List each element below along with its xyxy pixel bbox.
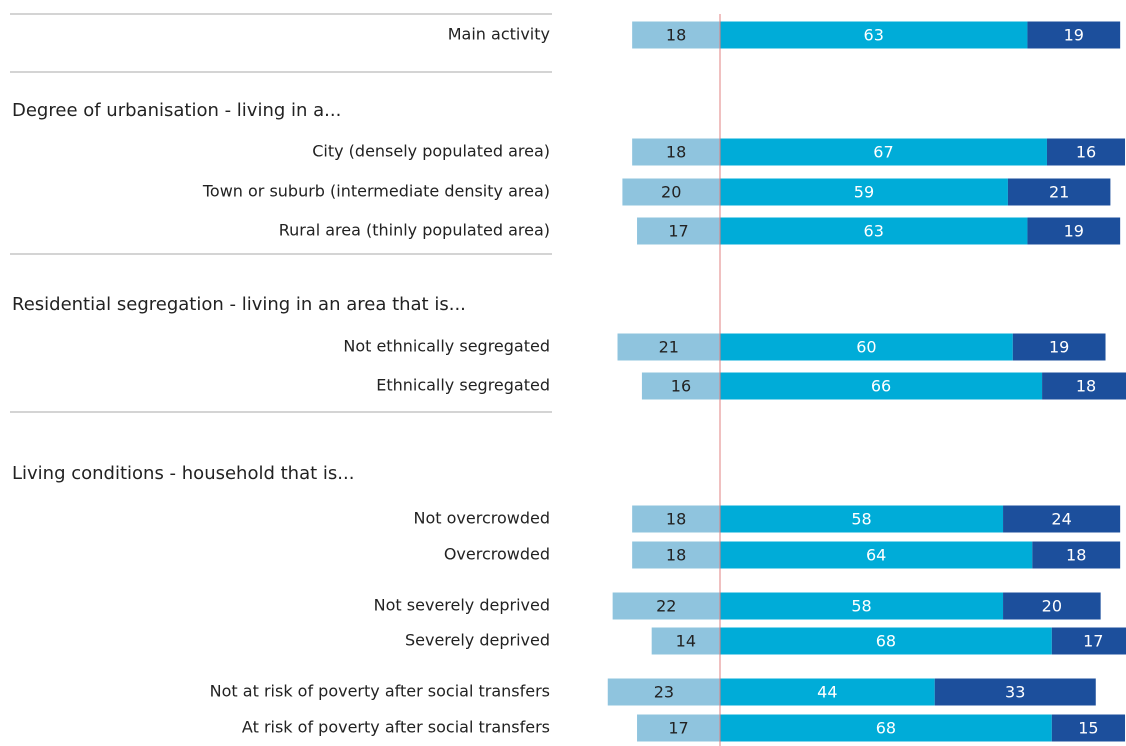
bar-segment	[720, 21, 1028, 49]
bar-segment	[1051, 627, 1126, 655]
value-label: 18	[666, 26, 686, 45]
bar-segment	[637, 714, 720, 742]
bar-segment	[632, 138, 720, 166]
category-label: Rural area (thinly populated area)	[279, 221, 550, 240]
bar-segment	[622, 178, 720, 206]
bar-segment	[1003, 505, 1121, 533]
category-label: Main activity	[448, 25, 550, 44]
bar-segment	[720, 592, 1004, 620]
value-label: 64	[866, 546, 886, 565]
bar-segment	[612, 592, 720, 620]
bar-segment	[720, 678, 935, 706]
value-label: 19	[1064, 26, 1084, 45]
category-label: At risk of poverty after social transfer…	[242, 718, 550, 737]
category-label: City (densely populated area)	[312, 142, 550, 161]
value-label: 19	[1064, 222, 1084, 241]
bar-segment	[720, 178, 1008, 206]
bar-segment	[632, 21, 720, 49]
value-label: 19	[1049, 338, 1069, 357]
category-label: Not overcrowded	[414, 509, 551, 528]
bar-segment	[1003, 592, 1101, 620]
bar-segment	[1027, 217, 1121, 245]
value-label: 63	[864, 222, 884, 241]
value-label: 21	[659, 338, 679, 357]
value-label: 18	[666, 510, 686, 529]
value-label: 24	[1051, 510, 1071, 529]
bar-segment	[1007, 178, 1111, 206]
value-label: 68	[876, 719, 896, 738]
value-label: 58	[851, 597, 871, 616]
value-label: 15	[1078, 719, 1098, 738]
value-label: 16	[1076, 143, 1096, 162]
bar-segment	[720, 541, 1033, 569]
bar-segment	[720, 714, 1052, 742]
value-label: 21	[1049, 183, 1069, 202]
bar-segment	[607, 678, 720, 706]
value-label: 58	[851, 510, 871, 529]
bar-segment	[1042, 372, 1126, 400]
category-label: Severely deprived	[405, 631, 550, 650]
bar-segment	[632, 505, 720, 533]
bar-segment	[720, 333, 1013, 361]
bar-segment	[720, 505, 1004, 533]
value-label: 33	[1005, 683, 1025, 702]
bar-segment	[720, 217, 1028, 245]
category-label: Not severely deprived	[374, 596, 550, 615]
category-label: Not at risk of poverty after social tran…	[210, 682, 550, 701]
bar-segment	[617, 333, 720, 361]
value-label: 23	[654, 683, 674, 702]
value-label: 17	[668, 719, 688, 738]
group-label: Living conditions - household that is...	[12, 463, 354, 484]
category-label: Town or suburb (intermediate density are…	[202, 182, 550, 201]
group-label: Residential segregation - living in an a…	[12, 294, 466, 315]
category-label: Not ethnically segregated	[343, 337, 550, 356]
category-label: Overcrowded	[444, 545, 550, 564]
value-label: 17	[668, 222, 688, 241]
category-label: Ethnically segregated	[376, 376, 550, 395]
bar-segment	[1051, 714, 1126, 742]
bar-segment	[720, 627, 1052, 655]
value-label: 17	[1083, 632, 1103, 651]
value-label: 22	[656, 597, 676, 616]
value-label: 18	[666, 546, 686, 565]
bar-segment	[720, 372, 1043, 400]
bar-segment	[651, 627, 720, 655]
value-label: 63	[864, 26, 884, 45]
value-label: 59	[854, 183, 874, 202]
value-label: 18	[1066, 546, 1086, 565]
bar-segment	[632, 541, 720, 569]
value-label: 16	[671, 377, 691, 396]
bar-segment	[637, 217, 720, 245]
value-label: 60	[856, 338, 876, 357]
bar-segment	[641, 372, 720, 400]
value-label: 66	[871, 377, 891, 396]
value-label: 20	[1042, 597, 1062, 616]
bar-segment	[934, 678, 1096, 706]
value-label: 14	[676, 632, 696, 651]
bar-segment	[1046, 138, 1126, 166]
bar-segment	[1027, 21, 1121, 49]
value-label: 68	[876, 632, 896, 651]
bar-segment	[1012, 333, 1106, 361]
value-label: 18	[666, 143, 686, 162]
value-label: 20	[661, 183, 681, 202]
bar-segment	[720, 138, 1047, 166]
value-label: 44	[817, 683, 837, 702]
value-label: 18	[1076, 377, 1096, 396]
bar-segment	[1032, 541, 1121, 569]
group-label: Degree of urbanisation - living in a...	[12, 100, 341, 121]
value-label: 67	[873, 143, 893, 162]
